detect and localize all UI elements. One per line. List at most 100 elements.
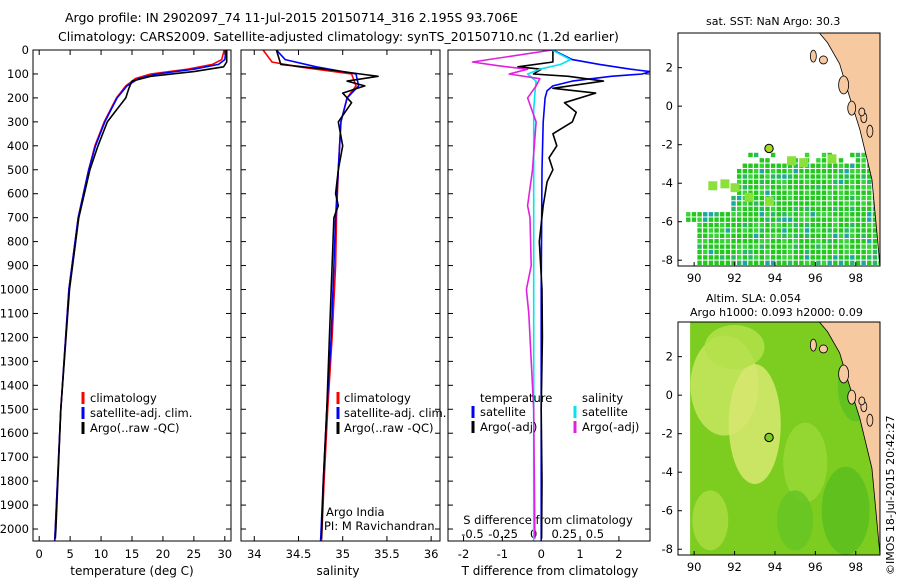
sst-pixel [861, 244, 866, 249]
legend-argo-label: Argo(..raw -QC) [344, 421, 434, 435]
sst-pixel [810, 222, 815, 228]
sst-pixel [855, 233, 861, 239]
sst-pixel [703, 217, 708, 222]
sst-pixel [810, 212, 815, 217]
sst-pixel [759, 174, 765, 179]
sst-pixel [799, 255, 804, 260]
sst-pixel [759, 239, 765, 244]
t-x-tick-label: 2 [615, 547, 622, 561]
sst-pixel [787, 185, 793, 190]
sst-pixel [748, 212, 753, 217]
sla-map-content [690, 322, 880, 555]
sst-pixel [770, 228, 776, 233]
sst-pixel [850, 185, 855, 190]
sst-pixel [770, 179, 776, 185]
sst-map-content [686, 33, 880, 266]
sst-pixel [748, 190, 753, 195]
y-tick-label: 700 [7, 211, 29, 225]
sst-pixel [850, 174, 855, 179]
sst-pixel [753, 222, 759, 228]
sst-pixel [714, 228, 719, 233]
sst-pixel [827, 206, 832, 212]
sst-pixel [821, 179, 827, 185]
legend-t-argo-label: Argo(-adj) [480, 420, 537, 434]
sst-pixel [765, 217, 770, 222]
sst-pixel [850, 195, 855, 201]
sst-pixel [804, 249, 810, 255]
y-tick-label: 200 [7, 91, 29, 105]
sst-pixel [799, 260, 804, 266]
sst-pixel [770, 152, 776, 158]
sst-pixel [844, 185, 849, 190]
sst-pixel [833, 255, 838, 260]
sst-pixel [742, 163, 748, 168]
sst-pixel [708, 239, 714, 244]
sla-map-title1: Altim. SLA: 0.054 [706, 292, 801, 305]
sst-pixel [742, 185, 748, 190]
sst-pixel [708, 228, 714, 233]
sst-pixel [736, 195, 742, 201]
sst-pixel [793, 222, 798, 228]
sst-pixel [850, 201, 855, 206]
sst-pixel [799, 201, 804, 206]
x-tick-label: 30 [217, 547, 232, 561]
sst-pixel [850, 152, 855, 158]
sst-pixel [804, 185, 810, 190]
sst-pixel [731, 244, 736, 249]
map-y-tick-label: 0 [666, 388, 673, 402]
y-tick-label: 300 [7, 115, 29, 129]
sst-pixel [855, 244, 861, 249]
sst-pixel [827, 255, 832, 260]
sst-pixel [838, 249, 844, 255]
argo-line [275, 50, 379, 539]
sst-pixel [736, 174, 742, 179]
sst-pixel [810, 244, 815, 249]
x-tick-label: 35 [335, 547, 350, 561]
sst-pixel [725, 212, 731, 217]
difference-panel: -2 -1 0 1 2-0.5 -0.25 0 0.25 0.5 S difference fr… [447, 49, 651, 578]
temperature-axes: 0 5 10 15 20 25 300100200300400500600700800900… [0, 43, 232, 561]
sst-pixel [782, 185, 787, 190]
y-tick-label: 1400 [0, 378, 29, 392]
sst-pixel [720, 249, 725, 255]
sst-pixel [770, 190, 776, 195]
y-tick-label: 1200 [0, 330, 29, 344]
sst-pixel [855, 179, 861, 185]
sst-pixel [793, 206, 798, 212]
sst-pixel [753, 239, 759, 244]
sst-pixel [782, 174, 787, 179]
legend-s-satellite-label: satellite [582, 405, 628, 419]
sst-pixel [816, 249, 821, 255]
sst-pixel [867, 255, 872, 260]
sst-pixel [827, 179, 832, 185]
sst-pixel [810, 179, 815, 185]
map-y-tick-label: 2 [666, 61, 673, 75]
sla-anomaly-blob [777, 490, 814, 551]
sst-pixel [793, 174, 798, 179]
sst-pixel [799, 206, 804, 212]
legend-argo-label: Argo(..raw -QC) [90, 421, 180, 435]
map-y-tick-label: -8 [662, 253, 673, 267]
sst-pixel [782, 233, 787, 239]
sst-pixel [748, 233, 753, 239]
sst-pixel [821, 239, 827, 244]
map-y-tick-label: -6 [662, 504, 673, 518]
sla-anomaly-blob [821, 466, 870, 555]
sst-pixel [827, 174, 832, 179]
sst-pixel [810, 195, 815, 201]
sst-pixel [731, 201, 736, 206]
sst-pixel [799, 212, 804, 217]
sst-pixel [731, 228, 736, 233]
sst-pixel [838, 260, 844, 266]
sst-pixel [861, 260, 866, 266]
sst-pixel [708, 260, 714, 266]
sst-pixel [821, 206, 827, 212]
land-sumatra [818, 33, 880, 266]
y-tick-label: 500 [7, 163, 29, 177]
sst-pixel [782, 222, 787, 228]
sst-pixel [821, 217, 827, 222]
sst-pixel [742, 212, 748, 217]
sst-pixel [753, 174, 759, 179]
sst-pixel [810, 260, 815, 266]
sst-pixel [759, 255, 765, 260]
